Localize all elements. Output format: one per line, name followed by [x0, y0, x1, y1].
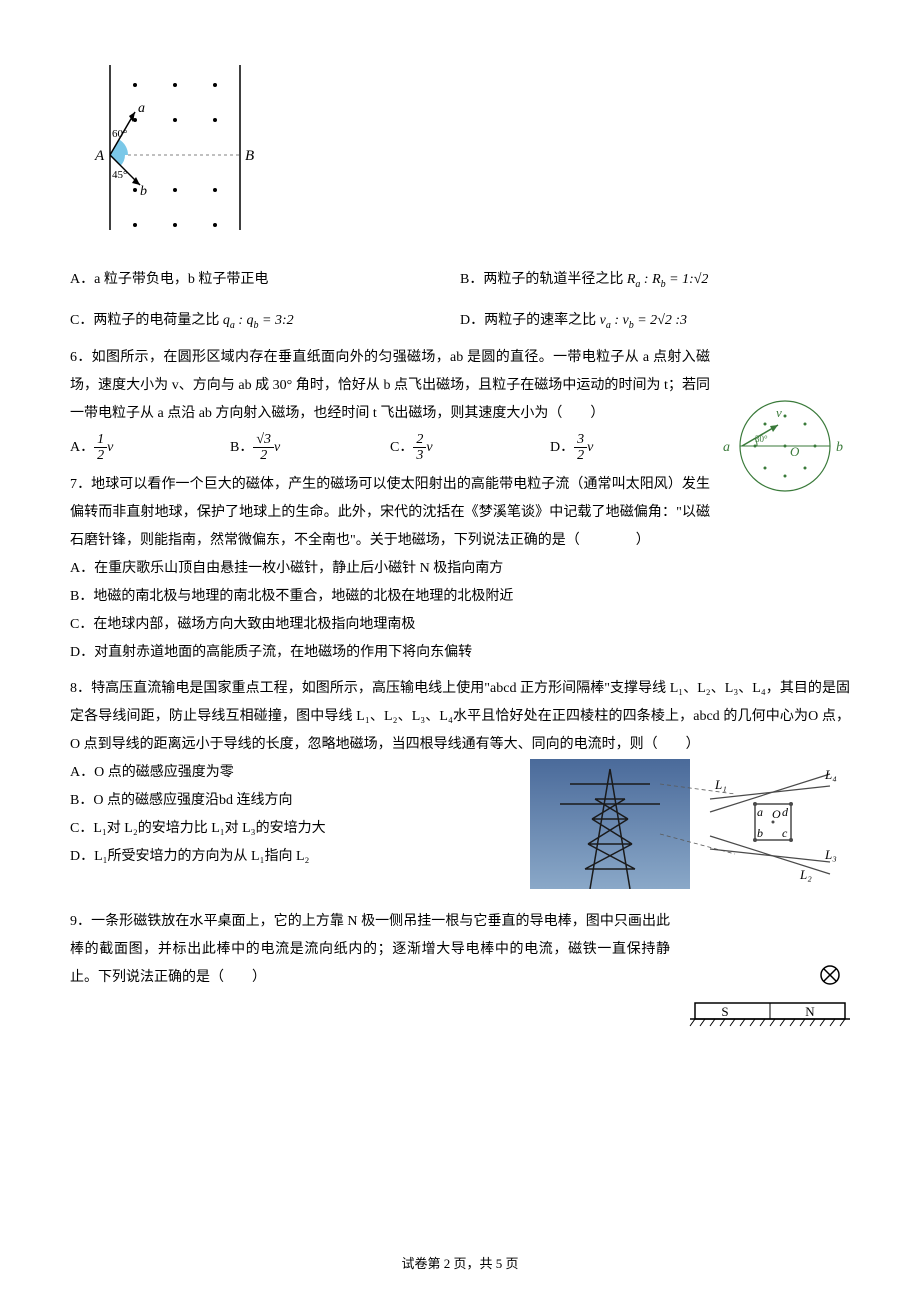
svg-text:b: b	[140, 184, 147, 199]
svg-text:v: v	[776, 405, 782, 420]
svg-text:A: A	[94, 148, 105, 164]
q6-A-num: 1	[94, 432, 107, 448]
q6-D-label: D．	[550, 440, 574, 455]
q6-C-label: C．	[390, 440, 413, 455]
q5-choice-C-math: qa : qb = 3:2	[223, 313, 294, 328]
svg-text:L₄: L₄	[824, 767, 837, 782]
q6-A-den: 2	[94, 448, 107, 463]
svg-text:O: O	[790, 444, 800, 459]
figure-q9: S N	[680, 963, 850, 1044]
q7-choice-D: D．对直射赤道地面的高能质子流，在地磁场的作用下将向东偏转	[70, 639, 850, 667]
q8-diagram: a d b c O L₁ L₄ L₃ L₂	[530, 759, 850, 889]
q6-B-den: 2	[253, 448, 274, 463]
q6-D-v: v	[587, 440, 593, 455]
svg-text:c: c	[782, 826, 788, 840]
svg-text:b: b	[836, 440, 843, 455]
footer-text: 试卷第 2 页，共 5 页	[401, 1256, 518, 1271]
svg-text:30°: 30°	[755, 434, 768, 444]
q5-diagram: A B a b 60° 45°	[90, 60, 265, 235]
q7-choice-B: B．地磁的南北极与地理的南北极不重合，地磁的北极在地理的北极附近	[70, 583, 850, 611]
question-8: 8．特高压直流输电是国家重点工程，如图所示，高压输电线上使用"abcd 正方形间…	[70, 675, 850, 871]
q5-choice-A: A．a 粒子带负电，b 粒子带正电	[70, 266, 460, 295]
figure-q6: a b O v 30°	[720, 394, 850, 510]
q6-choice-D: D．32v	[550, 432, 710, 464]
svg-text:45°: 45°	[112, 169, 127, 181]
q6-B-v: v	[274, 440, 280, 455]
svg-text:d: d	[782, 805, 789, 819]
q5-choice-row-1: A．a 粒子带负电，b 粒子带正电 B．两粒子的轨道半径之比 Ra : Rb =…	[70, 266, 850, 295]
svg-text:B: B	[245, 148, 254, 164]
question-9: S N 9．一条形磁铁放在水平桌面上，它的上方靠 N 极一侧吊挂一根与它垂直的导…	[70, 908, 850, 992]
svg-text:b: b	[757, 826, 763, 840]
svg-text:a: a	[138, 101, 145, 116]
q9-diagram: S N	[680, 963, 850, 1033]
figure-q5: A B a b 60° 45°	[90, 60, 850, 246]
q6-C-v: v	[426, 440, 432, 455]
svg-text:L₃: L₃	[824, 847, 837, 862]
q6-choice-A: A．12v	[70, 432, 230, 464]
q6-B-num: √3	[253, 432, 274, 448]
svg-text:a: a	[757, 805, 763, 819]
q5-choice-row-2: C．两粒子的电荷量之比 qa : qb = 3:2 D．两粒子的速率之比 va …	[70, 307, 850, 336]
q6-choice-B: B．√32v	[230, 432, 390, 464]
q5-choice-B: B．两粒子的轨道半径之比 Ra : Rb = 1:√2	[460, 266, 850, 295]
q5-choice-D-prefix: D．两粒子的速率之比	[460, 313, 600, 328]
svg-text:a: a	[723, 440, 730, 455]
q8-text: 8．特高压直流输电是国家重点工程，如图所示，高压输电线上使用"abcd 正方形间…	[70, 675, 850, 759]
q6-D-den: 2	[574, 448, 587, 463]
svg-text:O: O	[772, 807, 781, 821]
q5-choice-C: C．两粒子的电荷量之比 qa : qb = 3:2	[70, 307, 460, 336]
question-6: a b O v 30° 6．如图所示，在圆形区域内存在垂直纸面向外的匀强磁场，a…	[70, 344, 850, 464]
svg-text:S: S	[721, 1004, 728, 1019]
q6-choices: A．12v B．√32v C．23v D．32v	[70, 432, 710, 464]
svg-text:L₂: L₂	[799, 867, 812, 882]
q6-A-label: A．	[70, 440, 94, 455]
page-footer: 试卷第 2 页，共 5 页	[0, 1251, 920, 1277]
q6-diagram: a b O v 30°	[720, 394, 850, 499]
q6-choice-C: C．23v	[390, 432, 550, 464]
q5-choice-B-prefix: B．两粒子的轨道半径之比	[460, 272, 627, 287]
q5-choice-C-prefix: C．两粒子的电荷量之比	[70, 313, 223, 328]
svg-text:60°: 60°	[112, 128, 127, 140]
q7-choice-C: C．在地球内部，磁场方向大致由地理北极指向地理南极	[70, 611, 850, 639]
q6-A-v: v	[107, 440, 113, 455]
svg-text:N: N	[805, 1004, 815, 1019]
q7-choice-A: A．在重庆歌乐山顶自由悬挂一枚小磁针，静止后小磁针 N 极指向南方	[70, 555, 850, 583]
figure-q8: a d b c O L₁ L₄ L₃ L₂	[530, 759, 850, 900]
q6-C-num: 2	[413, 432, 426, 448]
q5-choice-D: D．两粒子的速率之比 va : vb = 2√2 :3	[460, 307, 850, 336]
q6-D-num: 3	[574, 432, 587, 448]
q6-B-label: B．	[230, 440, 253, 455]
q5-choice-A-text: A．a 粒子带负电，b 粒子带正电	[70, 272, 268, 287]
svg-text:L₁: L₁	[714, 777, 727, 792]
q5-choice-D-math: va : vb = 2√2 :3	[600, 313, 687, 328]
q5-choice-B-math: Ra : Rb = 1:√2	[627, 272, 709, 287]
q6-C-den: 3	[413, 448, 426, 463]
